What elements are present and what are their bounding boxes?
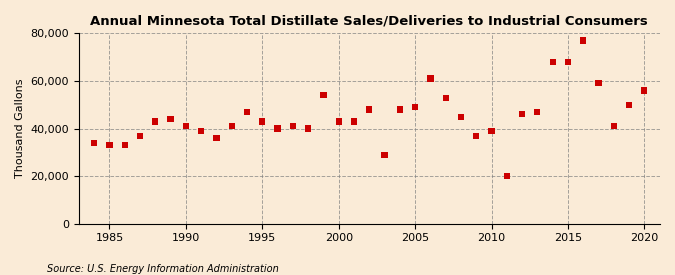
Point xyxy=(333,119,344,124)
Point xyxy=(288,124,298,128)
Point xyxy=(272,126,283,131)
Point xyxy=(547,60,558,64)
Point xyxy=(471,133,482,138)
Point xyxy=(180,124,191,128)
Point xyxy=(226,124,237,128)
Point xyxy=(348,119,359,124)
Point xyxy=(364,107,375,112)
Point xyxy=(394,107,405,112)
Point xyxy=(303,126,314,131)
Point xyxy=(486,129,497,133)
Point xyxy=(502,174,512,178)
Point xyxy=(516,112,527,117)
Point xyxy=(89,141,100,145)
Point xyxy=(196,129,207,133)
Point xyxy=(593,81,604,86)
Point xyxy=(562,60,573,64)
Point xyxy=(440,95,451,100)
Point xyxy=(532,110,543,114)
Point xyxy=(165,117,176,121)
Point xyxy=(410,105,421,109)
Y-axis label: Thousand Gallons: Thousand Gallons xyxy=(15,79,25,178)
Point xyxy=(150,119,161,124)
Point xyxy=(624,103,634,107)
Point xyxy=(119,143,130,147)
Point xyxy=(134,133,145,138)
Point xyxy=(104,143,115,147)
Point xyxy=(578,38,589,43)
Text: Source: U.S. Energy Information Administration: Source: U.S. Energy Information Administ… xyxy=(47,264,279,274)
Point xyxy=(318,93,329,97)
Point xyxy=(639,88,650,93)
Title: Annual Minnesota Total Distillate Sales/Deliveries to Industrial Consumers: Annual Minnesota Total Distillate Sales/… xyxy=(90,15,648,28)
Point xyxy=(242,110,252,114)
Point xyxy=(211,136,222,140)
Point xyxy=(425,76,436,81)
Point xyxy=(608,124,619,128)
Point xyxy=(379,153,390,157)
Point xyxy=(456,114,466,119)
Point xyxy=(257,119,268,124)
